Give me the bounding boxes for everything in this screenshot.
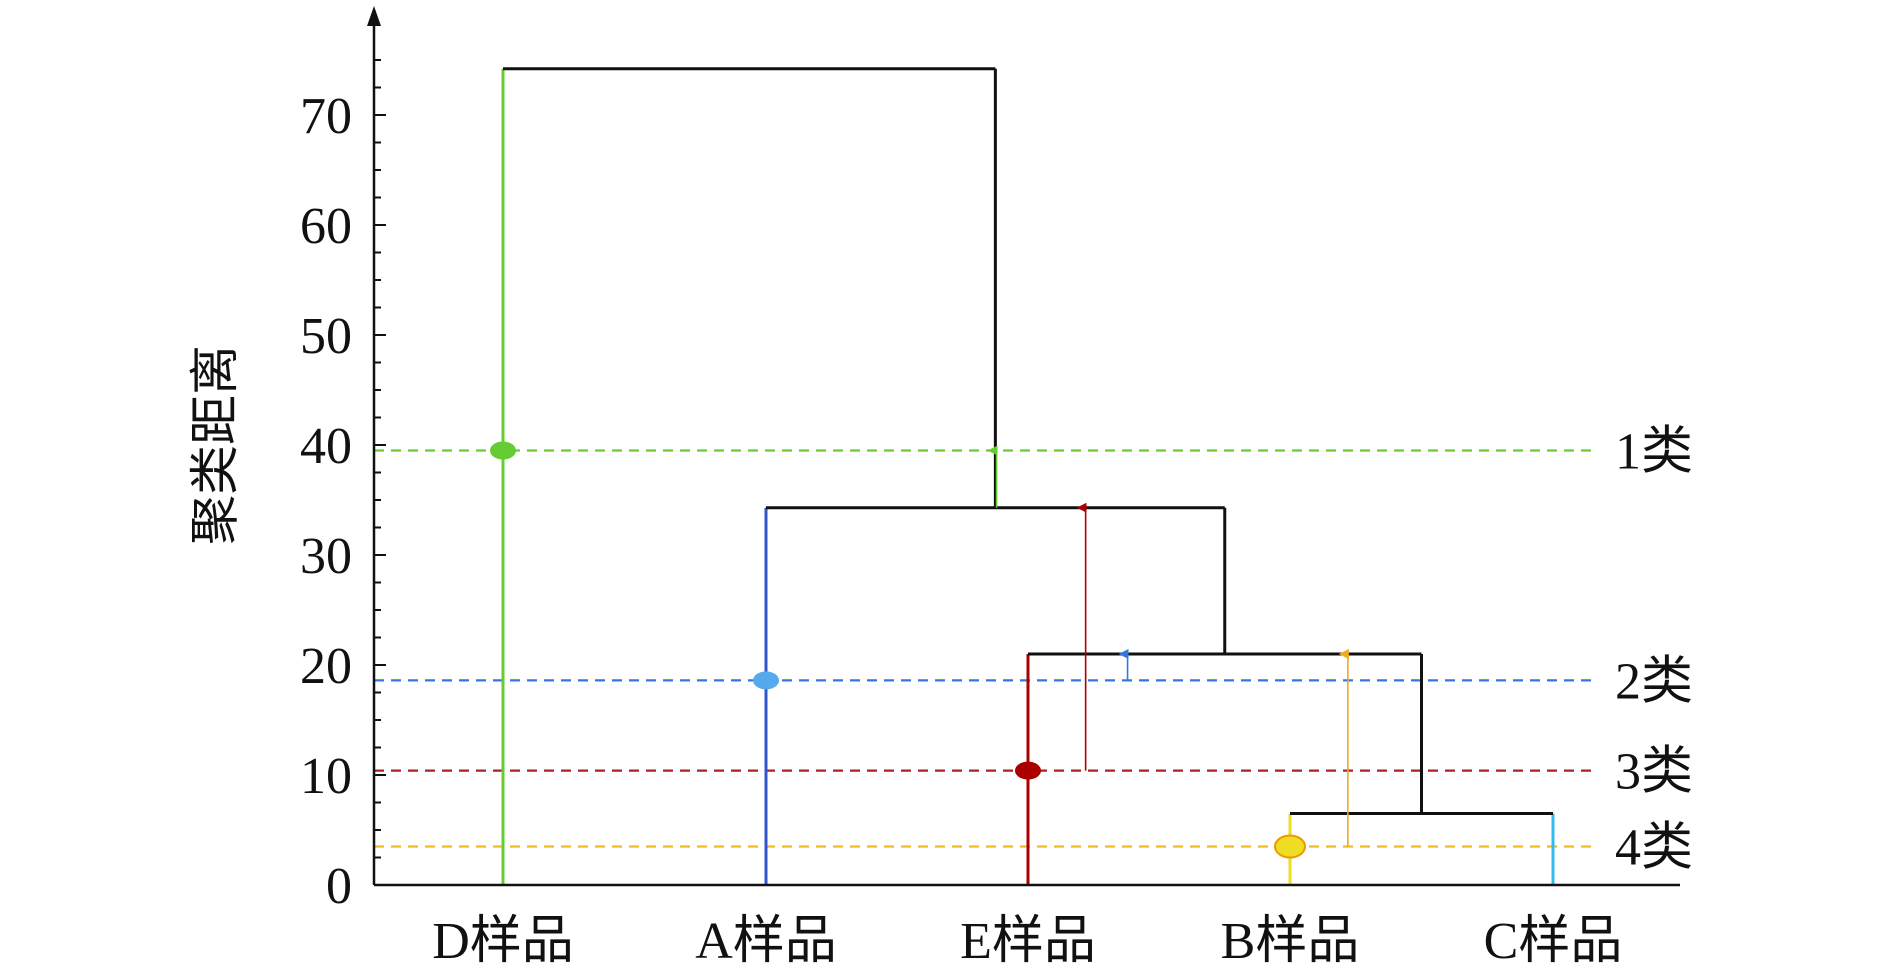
x-tick-label-4: B样品 <box>1221 913 1360 970</box>
dendrogram-tree <box>501 67 1555 885</box>
y-axis-arrow-icon <box>367 6 381 26</box>
y-tick-label-7: 70 <box>300 88 352 145</box>
x-tick-label-1: D样品 <box>432 913 574 970</box>
y-tick-label-3: 30 <box>300 528 352 585</box>
cut-marker-3 <box>1015 761 1041 780</box>
axes <box>367 6 1680 887</box>
y-tick-label-0: 0 <box>326 858 352 915</box>
y-tick-label-4: 40 <box>300 418 352 475</box>
cut-marker-4 <box>1274 834 1306 859</box>
y-tick-label-1: 10 <box>300 748 352 805</box>
threshold-arrows <box>987 445 1349 847</box>
class-label-2: 2类 <box>1615 653 1693 710</box>
x-tick-label-5: C样品 <box>1484 913 1623 970</box>
cut-marker-1 <box>490 441 516 460</box>
x-tick-label-3: E样品 <box>960 913 1096 970</box>
class-label-3: 3类 <box>1615 744 1693 801</box>
x-tick-label-2: A样品 <box>695 913 837 970</box>
class-label-1: 1类 <box>1615 424 1693 481</box>
y-tick-label-6: 60 <box>300 198 352 255</box>
cut-marker-2 <box>753 671 779 690</box>
y-axis-label: 聚类距离 <box>187 345 243 545</box>
y-tick-label-5: 50 <box>300 308 352 365</box>
cut-markers <box>490 441 1306 859</box>
class-label-4: 4类 <box>1615 820 1693 877</box>
y-tick-label-2: 20 <box>300 638 352 695</box>
cut-lines <box>374 449 1592 848</box>
labels: 1类 2类 3类 4类 0 10 20 30 40 50 60 70 D样品 A样品 E样品 B样品 C样品 聚类… <box>187 88 1693 970</box>
